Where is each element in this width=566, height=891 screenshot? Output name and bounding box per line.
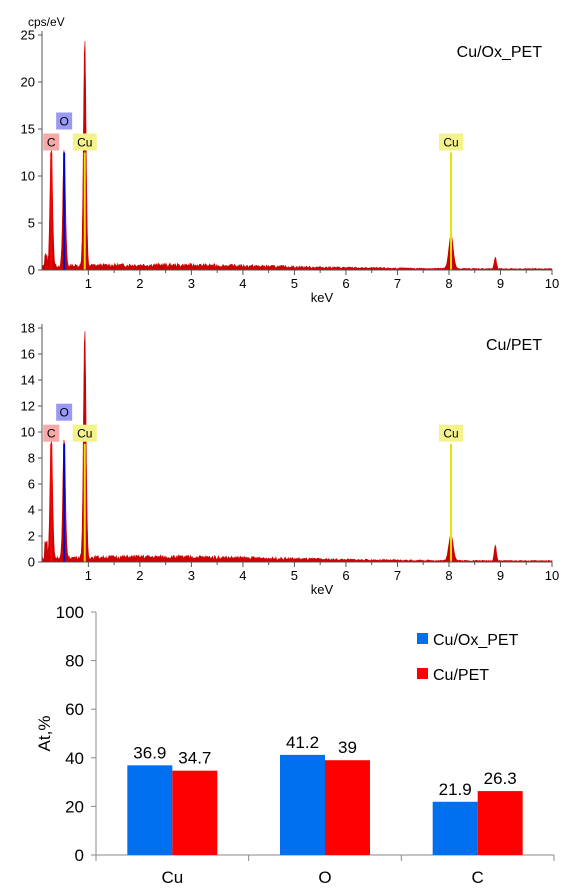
y-tick-label: 80 — [65, 652, 84, 671]
composition-bar-chart: 0 20 40 60 80 100 Cu O C At,% 36.9 41.2 21.9 34.7 39 26… — [35, 603, 555, 887]
x-tick-label: 9 — [497, 276, 504, 291]
element-label-cu: Cu — [72, 424, 97, 442]
y-tick-label: 0 — [28, 555, 35, 570]
bar-0-o — [280, 754, 325, 855]
y-axis-label: At,% — [35, 716, 54, 752]
legend-swatch — [417, 633, 428, 644]
x-axis-label: keV — [311, 582, 334, 597]
x-tick-label: 4 — [239, 568, 246, 583]
data-label: 34.7 — [178, 749, 211, 768]
data-label: 39 — [338, 738, 357, 757]
x-tick-label: 2 — [136, 568, 143, 583]
data-label: 26.3 — [484, 769, 517, 788]
element-label-box — [56, 112, 73, 130]
x-tick-label: 7 — [394, 276, 401, 291]
element-label-o: O — [56, 403, 73, 421]
category-label: Cu — [161, 868, 183, 887]
x-tick-label: 5 — [291, 568, 298, 583]
x-tick-label: 1 — [85, 568, 92, 583]
x-tick-label: 10 — [545, 568, 559, 583]
y-tick-label: 5 — [28, 216, 35, 231]
y-axis-label: cps/eV — [28, 15, 65, 29]
bar-1-o — [325, 760, 370, 855]
element-label-cu: Cu — [72, 133, 97, 151]
element-label-text: C — [47, 136, 56, 150]
element-label-box — [72, 133, 97, 151]
data-label: 36.9 — [133, 743, 166, 762]
x-tick-label: 10 — [545, 276, 559, 291]
y-tick-label: 20 — [65, 797, 84, 816]
element-label-box — [439, 133, 464, 151]
y-tick-label: 40 — [65, 749, 84, 768]
x-tick-label: 2 — [136, 276, 143, 291]
bar-1-c — [477, 791, 523, 855]
element-label-text: Cu — [443, 136, 458, 150]
x-tick-label: 8 — [445, 568, 452, 583]
spectrum-area — [41, 40, 553, 271]
category-label: C — [472, 868, 484, 887]
element-label-box — [439, 424, 464, 442]
legend-swatch — [417, 668, 428, 679]
element-label-box — [56, 403, 73, 421]
spectrum-area — [41, 331, 553, 563]
element-label-text: C — [47, 427, 56, 441]
y-tick-label: 20 — [21, 75, 35, 90]
element-label-cu: Cu — [439, 133, 464, 151]
element-label-c: C — [43, 133, 60, 151]
y-tick-label: 0 — [75, 846, 84, 865]
y-tick-label: 6 — [28, 477, 35, 492]
x-tick-label: 8 — [445, 276, 452, 291]
x-tick-label: 5 — [291, 276, 298, 291]
x-tick-label: 3 — [188, 568, 195, 583]
panel-title: Cu/PET — [486, 337, 542, 354]
y-tick-label: 10 — [21, 425, 35, 440]
element-label-c: C — [43, 424, 60, 442]
x-tick-label: 1 — [85, 276, 92, 291]
y-tick-label: 15 — [21, 122, 35, 137]
element-label-o: O — [56, 112, 73, 130]
y-tick-label: 60 — [65, 700, 84, 719]
panel-title: Cu/Ox_PET — [457, 44, 543, 61]
element-label-box — [43, 424, 60, 442]
element-label-cu: Cu — [439, 424, 464, 442]
y-tick-label: 18 — [21, 321, 35, 336]
element-label-box — [43, 133, 60, 151]
y-tick-label: 2 — [28, 529, 35, 544]
x-tick-label: 9 — [497, 568, 504, 583]
element-label-text: Cu — [443, 427, 458, 441]
x-tick-label: 3 — [188, 276, 195, 291]
y-tick-label: 8 — [28, 451, 35, 466]
element-label-text: Cu — [77, 136, 92, 150]
element-label-text: Cu — [77, 427, 92, 441]
legend-label: Cu/PET — [433, 667, 489, 684]
element-label-box — [72, 424, 97, 442]
x-axis-label: keV — [311, 290, 334, 305]
x-tick-label: 6 — [342, 276, 349, 291]
bar-0-c — [432, 801, 478, 855]
y-tick-label: 10 — [21, 169, 35, 184]
element-label-text: O — [59, 406, 68, 420]
y-tick-label: 14 — [21, 373, 35, 388]
legend: Cu/Ox_PET Cu/PET — [417, 632, 519, 684]
category-label: O — [318, 868, 331, 887]
y-tick-label: 12 — [21, 399, 35, 414]
element-label-text: O — [59, 115, 68, 129]
y-tick-label: 0 — [28, 263, 35, 278]
bar-1-cu — [172, 770, 218, 855]
data-label: 21.9 — [439, 780, 472, 799]
x-tick-label: 4 — [239, 276, 246, 291]
x-tick-label: 6 — [342, 568, 349, 583]
y-tick-label: 100 — [56, 603, 84, 622]
y-tick-label: 16 — [21, 347, 35, 362]
x-tick-label: 7 — [394, 568, 401, 583]
bar-0-cu — [127, 765, 173, 855]
y-tick-label: 25 — [21, 28, 35, 43]
data-label: 41.2 — [286, 733, 319, 752]
legend-label: Cu/Ox_PET — [433, 632, 519, 649]
y-tick-label: 4 — [28, 503, 35, 518]
spectrum-chart-cu-ox-pet: 0 5 10 15 20 25 1 2 3 4 5 6 7 8 9 10 keV cps/eV Cu/Ox_PET C… — [21, 15, 560, 305]
